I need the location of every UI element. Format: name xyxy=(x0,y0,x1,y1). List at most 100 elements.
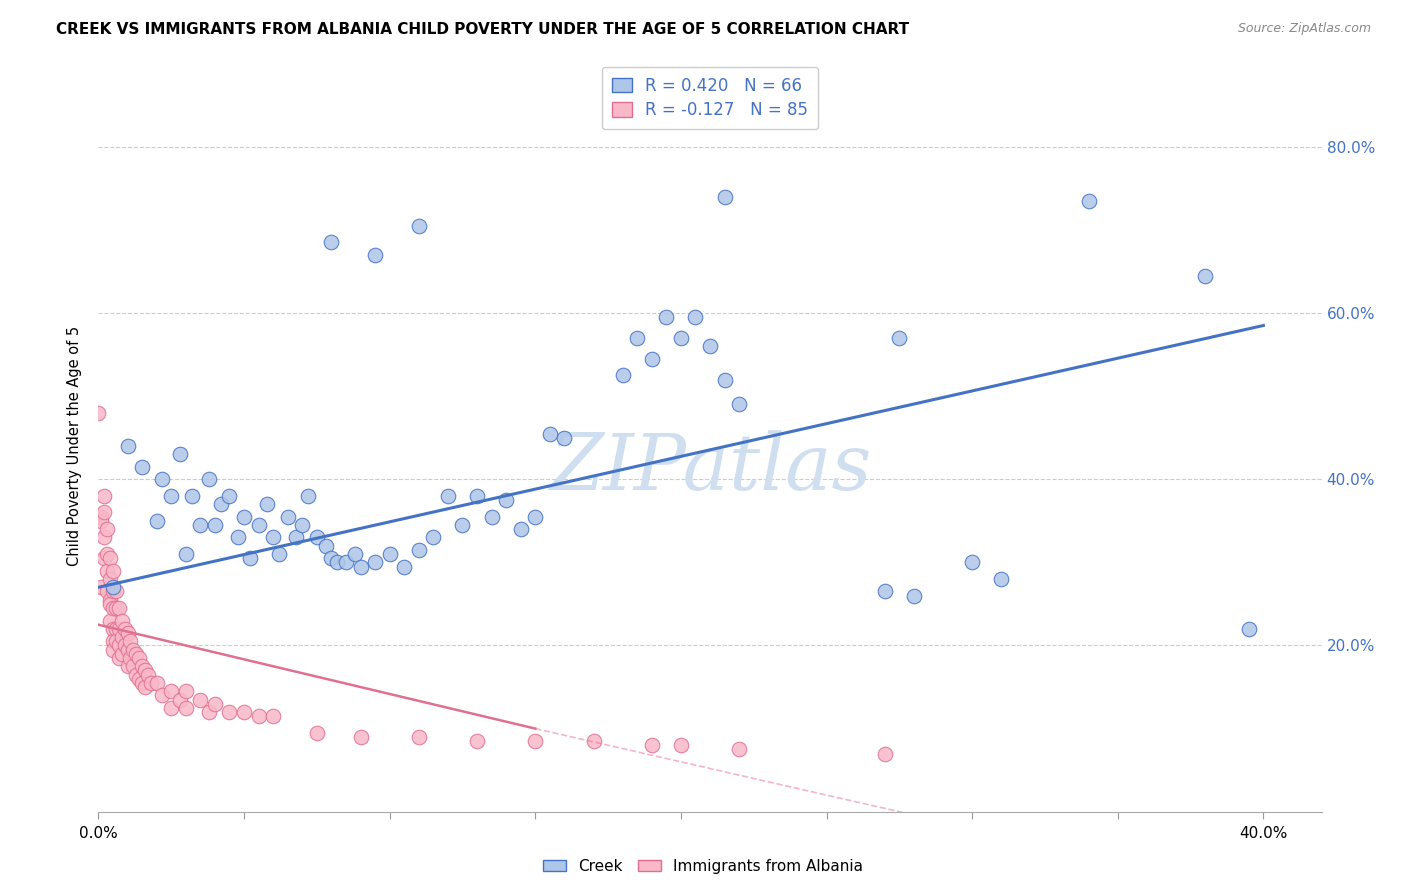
Point xyxy=(465,734,488,748)
Point xyxy=(408,219,430,233)
Legend: R = 0.420   N = 66, R = -0.127   N = 85: R = 0.420 N = 66, R = -0.127 N = 85 xyxy=(602,67,818,129)
Point xyxy=(111,630,134,644)
Point xyxy=(160,489,183,503)
Point xyxy=(509,522,531,536)
Point xyxy=(198,472,221,486)
Point xyxy=(98,597,121,611)
Point xyxy=(131,659,153,673)
Point xyxy=(145,514,167,528)
Point xyxy=(93,506,115,520)
Point xyxy=(131,676,153,690)
Point xyxy=(169,447,191,461)
Point xyxy=(93,489,115,503)
Point xyxy=(990,572,1012,586)
Point xyxy=(117,626,139,640)
Point xyxy=(218,489,240,503)
Point xyxy=(174,547,197,561)
Point xyxy=(437,489,460,503)
Point xyxy=(699,339,721,353)
Point xyxy=(128,651,150,665)
Point xyxy=(1077,194,1099,208)
Point xyxy=(174,701,197,715)
Point xyxy=(209,497,232,511)
Point xyxy=(669,738,692,752)
Point xyxy=(291,518,314,533)
Point xyxy=(152,689,174,703)
Point xyxy=(713,189,735,203)
Point xyxy=(96,564,118,578)
Point xyxy=(204,518,226,533)
Point xyxy=(96,584,118,599)
Point xyxy=(96,522,118,536)
Point xyxy=(277,509,299,524)
Point xyxy=(160,701,183,715)
Point xyxy=(1194,268,1216,283)
Point xyxy=(188,518,212,533)
Point xyxy=(321,551,343,566)
Point xyxy=(524,509,547,524)
Point xyxy=(101,564,124,578)
Point xyxy=(903,589,925,603)
Point xyxy=(90,580,112,594)
Point xyxy=(101,584,124,599)
Text: Source: ZipAtlas.com: Source: ZipAtlas.com xyxy=(1237,22,1371,36)
Point xyxy=(481,509,503,524)
Point xyxy=(626,331,648,345)
Point xyxy=(188,692,212,706)
Point xyxy=(108,639,131,653)
Point xyxy=(145,676,167,690)
Point xyxy=(495,493,517,508)
Point xyxy=(98,592,121,607)
Legend: Creek, Immigrants from Albania: Creek, Immigrants from Albania xyxy=(537,853,869,880)
Point xyxy=(378,547,401,561)
Point xyxy=(122,659,145,673)
Point xyxy=(408,542,430,557)
Point xyxy=(90,514,112,528)
Point xyxy=(98,551,121,566)
Point xyxy=(669,331,692,345)
Point xyxy=(305,725,328,739)
Point xyxy=(538,426,561,441)
Point xyxy=(233,509,256,524)
Point xyxy=(104,584,127,599)
Point xyxy=(104,622,127,636)
Point xyxy=(612,368,634,383)
Point xyxy=(256,497,278,511)
Point xyxy=(125,647,148,661)
Point xyxy=(136,667,159,681)
Point xyxy=(349,559,371,574)
Point xyxy=(117,439,139,453)
Point xyxy=(117,659,139,673)
Point xyxy=(247,518,270,533)
Point xyxy=(233,705,256,719)
Point xyxy=(134,664,156,678)
Point xyxy=(120,634,142,648)
Point xyxy=(305,530,328,544)
Point xyxy=(451,518,474,533)
Point xyxy=(262,530,284,544)
Point xyxy=(728,742,751,756)
Point xyxy=(120,651,142,665)
Point xyxy=(101,622,124,636)
Point xyxy=(364,248,387,262)
Point xyxy=(122,642,145,657)
Point xyxy=(465,489,488,503)
Point xyxy=(1237,622,1260,636)
Point xyxy=(111,614,134,628)
Point xyxy=(326,555,349,569)
Text: ZIPatlas: ZIPatlas xyxy=(548,430,872,506)
Point xyxy=(553,431,575,445)
Point xyxy=(101,580,124,594)
Point xyxy=(160,684,183,698)
Point xyxy=(960,555,983,569)
Point xyxy=(582,734,605,748)
Point xyxy=(873,584,896,599)
Point xyxy=(524,734,547,748)
Point xyxy=(108,601,131,615)
Point xyxy=(117,642,139,657)
Point xyxy=(108,622,131,636)
Point xyxy=(226,530,249,544)
Point xyxy=(87,406,110,420)
Point xyxy=(90,509,112,524)
Point xyxy=(364,555,387,569)
